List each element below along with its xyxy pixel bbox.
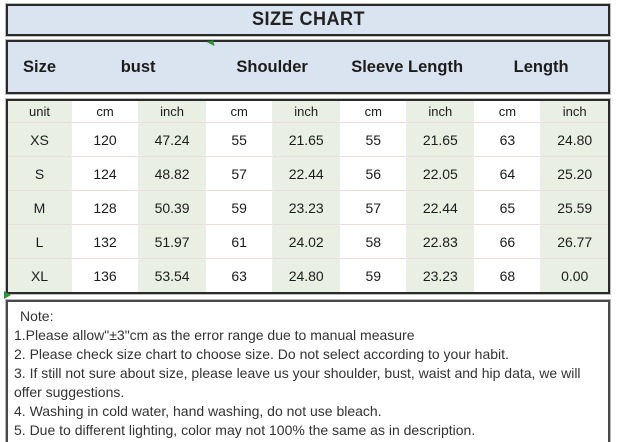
table-cell: 124 <box>70 156 139 191</box>
table-cell: 57 <box>205 156 273 191</box>
note-line-1: 1.Please allow"±3"cm as the error range … <box>14 327 415 343</box>
table-cell: 22.44 <box>406 190 474 225</box>
row-label-cell: XL <box>8 258 72 292</box>
row-label-cell: XS <box>8 122 72 157</box>
note-line-2: 2. Please check size chart to choose siz… <box>14 346 509 362</box>
table-cell: 132 <box>70 224 139 259</box>
table-cell: 22.44 <box>272 156 340 191</box>
table-row-l: L 132 51.97 61 24.02 58 22.83 66 26.77 <box>8 224 608 259</box>
size-chart-title: SIZE CHART <box>251 9 365 30</box>
table-cell: inch <box>406 101 474 123</box>
notes-box: Note: 1.Please allow"±3"cm as the error … <box>6 300 610 442</box>
table-cell: 24.80 <box>272 258 340 292</box>
table-cell: 50.39 <box>138 190 206 225</box>
header-cell-size: Size <box>22 57 57 76</box>
table-row-xl: XL 136 53.54 63 24.80 59 23.23 68 0.00 <box>8 258 608 292</box>
row-label-cell: M <box>8 190 72 225</box>
table-row-s: S 124 48.82 57 22.44 56 22.05 64 25.20 <box>8 156 608 191</box>
table-cell: 120 <box>70 122 139 157</box>
table-cell: cm <box>473 101 541 123</box>
size-table: unit cm inch cm inch cm inch cm inch XS 120 47.24 55… <box>8 101 608 292</box>
row-label-cell: L <box>8 224 72 259</box>
table-cell: 53.54 <box>138 258 206 292</box>
size-table-body: unit cm inch cm inch cm inch cm inch XS 120 47.24 55… <box>8 101 608 292</box>
table-cell: cm <box>205 101 273 123</box>
header-cell-sleeve-length: Sleeve Length <box>350 57 463 76</box>
header-cell-bust: bust <box>120 57 156 76</box>
unit-row: unit cm inch cm inch cm inch cm inch <box>8 101 608 123</box>
table-cell: 57 <box>339 190 407 225</box>
header-cell-shoulder: Shoulder <box>236 57 309 76</box>
table-cell: 65 <box>473 190 541 225</box>
table-cell: 58 <box>339 224 407 259</box>
table-cell: 63 <box>205 258 273 292</box>
table-cell: cm <box>339 101 407 123</box>
table-cell: 26.77 <box>540 224 608 259</box>
header-row: Size bust Shoulder Sleeve Length Length <box>6 40 610 94</box>
table-cell: 24.02 <box>272 224 340 259</box>
table-cell: cm <box>70 101 139 123</box>
table-cell: 61 <box>205 224 273 259</box>
table-cell: 23.23 <box>272 190 340 225</box>
header-cell-length: Length <box>513 57 569 76</box>
table-row-m: M 128 50.39 59 23.23 57 22.44 65 25.59 <box>8 190 608 225</box>
table-cell: 59 <box>339 258 407 292</box>
table-cell: inch <box>272 101 340 123</box>
table-cell: 63 <box>473 122 541 157</box>
size-chart-title-bar: SIZE CHART <box>6 4 610 36</box>
note-line-3: 3. If still not sure about size, please … <box>14 365 581 400</box>
table-cell: 22.83 <box>406 224 474 259</box>
table-cell: 55 <box>205 122 273 157</box>
table-cell: 55 <box>339 122 407 157</box>
table-cell: 47.24 <box>138 122 206 157</box>
table-cell: 25.20 <box>540 156 608 191</box>
green-corner-artifact <box>4 291 11 299</box>
table-cell: 25.59 <box>540 190 608 225</box>
table-cell: 22.05 <box>406 156 474 191</box>
table-cell: 68 <box>473 258 541 292</box>
table-cell: 59 <box>205 190 273 225</box>
table-cell: 136 <box>70 258 139 292</box>
notes-lines: 1.Please allow"±3"cm as the error range … <box>14 326 602 440</box>
size-table-container: unit cm inch cm inch cm inch cm inch XS 120 47.24 55… <box>6 99 610 294</box>
table-cell: inch <box>138 101 206 123</box>
row-label-cell: unit <box>8 101 72 123</box>
table-cell: 48.82 <box>138 156 206 191</box>
table-cell: 0.00 <box>540 258 608 292</box>
note-line-4: 4. Washing in cold water, hand washing, … <box>14 403 382 419</box>
table-cell: 64 <box>473 156 541 191</box>
table-cell: 23.23 <box>406 258 474 292</box>
table-cell: inch <box>540 101 608 123</box>
table-cell: 66 <box>473 224 541 259</box>
table-cell: 21.65 <box>406 122 474 157</box>
table-row-xs: XS 120 47.24 55 21.65 55 21.65 63 24.80 <box>8 122 608 157</box>
table-cell: 51.97 <box>138 224 206 259</box>
table-cell: 128 <box>70 190 139 225</box>
note-line-5: 5. Due to different lighting, color may … <box>14 422 476 438</box>
table-cell: 56 <box>339 156 407 191</box>
table-cell: 24.80 <box>540 122 608 157</box>
table-cell: 21.65 <box>272 122 340 157</box>
row-label-cell: S <box>8 156 72 191</box>
notes-title: Note: <box>20 308 54 324</box>
